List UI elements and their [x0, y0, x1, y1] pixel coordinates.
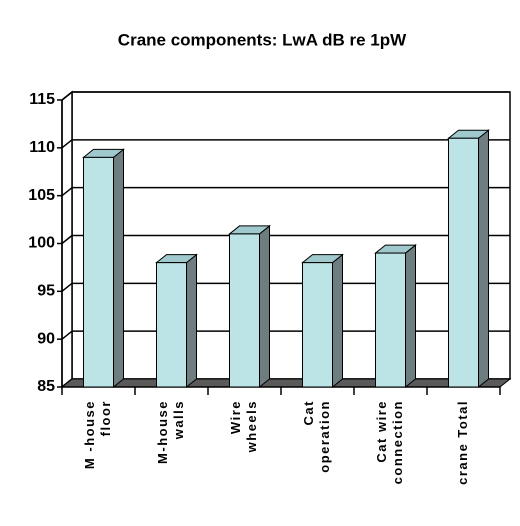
bar-side	[259, 224, 270, 389]
x-tick-label: operation	[317, 400, 332, 473]
bar-side	[332, 253, 343, 389]
bar-side	[478, 129, 489, 389]
y-tick-label: 115	[29, 91, 55, 108]
bar	[156, 262, 187, 388]
y-tick-label: 110	[29, 139, 55, 156]
x-tick-label: M -house	[82, 400, 97, 469]
grid-line-side	[61, 330, 73, 340]
x-tick-label: crane Total	[455, 400, 470, 485]
bar-side	[186, 253, 197, 389]
grid-line-side	[61, 234, 73, 245]
x-tick-label: connection	[390, 400, 405, 484]
grid-line-side	[61, 91, 73, 101]
bar	[83, 156, 114, 388]
bar	[375, 252, 406, 388]
y-tick-label: 95	[37, 283, 55, 300]
y-tick-label: 100	[28, 235, 55, 252]
grid-line-side	[61, 139, 73, 149]
x-tick-label: wheels	[244, 400, 259, 453]
x-tick-label: Cat wire	[374, 400, 389, 463]
grid-line-side	[61, 187, 73, 197]
chart-title: Crane components: LwA dB re 1pW	[118, 30, 407, 49]
bar	[302, 262, 333, 388]
x-tick-label: Wire	[228, 400, 243, 434]
y-tick-label: 90	[37, 330, 55, 347]
x-tick-label: M-house	[155, 400, 170, 464]
bar-side	[405, 244, 416, 389]
x-tick-label: floor	[98, 400, 113, 436]
grid-line-side	[61, 282, 73, 292]
floor	[60, 378, 512, 388]
bar	[229, 233, 260, 388]
x-tick-label: Cat	[301, 400, 316, 425]
y-tick-label: 85	[37, 378, 55, 395]
y-tick-label: 105	[28, 187, 55, 204]
bar-side	[113, 148, 124, 389]
bar	[448, 137, 479, 388]
x-tick-label: walls	[171, 400, 186, 440]
